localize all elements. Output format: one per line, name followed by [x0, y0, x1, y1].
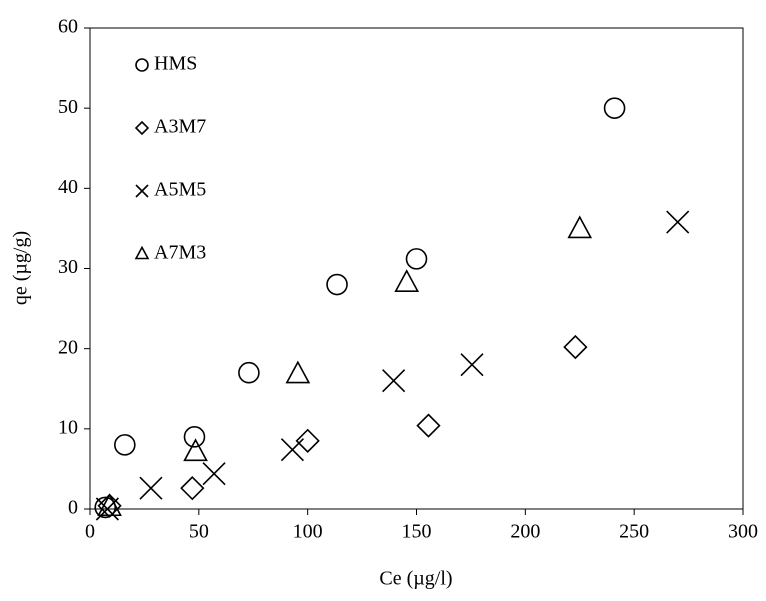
scatter-point: [407, 249, 427, 269]
scatter-point: [327, 275, 347, 295]
x-tick-label: 300: [728, 521, 758, 543]
legend-label: HMS: [154, 53, 197, 75]
scatter-point: [564, 336, 586, 358]
scatter-point: [281, 439, 303, 461]
y-tick-label: 20: [58, 336, 78, 358]
y-tick-label: 40: [58, 176, 78, 198]
legend-marker: [136, 185, 148, 197]
scatter-point: [239, 363, 259, 383]
scatter-point: [181, 477, 203, 499]
scatter-point: [297, 430, 319, 452]
scatter-point: [417, 415, 439, 437]
y-tick-label: 60: [58, 16, 78, 38]
scatter-point: [396, 271, 418, 291]
legend-marker: [136, 247, 148, 258]
scatter-point: [667, 211, 689, 233]
legend-marker: [136, 59, 148, 71]
x-tick-label: 150: [402, 521, 432, 543]
scatter-point: [140, 477, 162, 499]
scatter-point: [569, 217, 591, 237]
x-tick-label: 50: [189, 521, 209, 543]
y-tick-label: 10: [58, 416, 78, 438]
x-tick-label: 250: [619, 521, 649, 543]
x-tick-label: 0: [85, 521, 95, 543]
scatter-point: [184, 427, 204, 447]
scatter-point: [287, 362, 309, 382]
x-tick-label: 200: [510, 521, 540, 543]
y-tick-label: 30: [58, 256, 78, 278]
scatter-point: [203, 463, 225, 485]
scatter-point: [461, 354, 483, 376]
scatter-point: [605, 98, 625, 118]
y-tick-label: 50: [58, 96, 78, 118]
x-tick-label: 100: [293, 521, 323, 543]
legend-label: A5M5: [154, 179, 206, 201]
scatter-point: [383, 370, 405, 392]
y-tick-label: 0: [68, 497, 78, 519]
legend-marker: [136, 122, 148, 134]
scatter-point: [115, 435, 135, 455]
y-axis-title: qe (µg/g): [10, 231, 32, 305]
legend-label: A7M3: [154, 242, 206, 264]
chart: Ce (µg/l) qe (µg/g) 0 50 100 150 200 250 300 0 1…: [0, 0, 766, 601]
x-axis-title: Ce (µg/l): [379, 568, 452, 590]
legend-label: A3M7: [154, 116, 206, 138]
